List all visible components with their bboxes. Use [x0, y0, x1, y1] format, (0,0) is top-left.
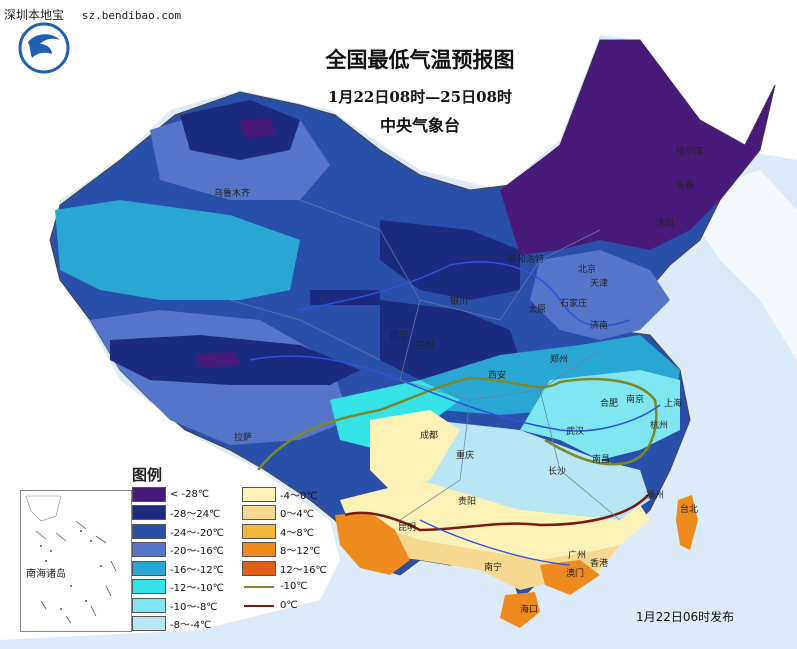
legend-item: -28～24℃	[132, 505, 220, 521]
legend-label: -8～-4℃	[170, 620, 212, 631]
legend-item: < -28℃	[132, 486, 209, 502]
legend-line-swatch	[242, 598, 276, 613]
inset-label: 南海诸岛	[26, 569, 66, 580]
city-label: 西宁	[390, 331, 409, 341]
legend-label: -28～24℃	[170, 509, 221, 520]
legend-item: -12～-10℃	[132, 579, 224, 595]
legend-label: 12～16℃	[280, 564, 327, 576]
legend-color-swatch	[132, 560, 166, 576]
legend-item: 0～4℃	[242, 505, 314, 521]
city-label: 上海	[664, 399, 683, 409]
city-label: 银川	[450, 297, 469, 307]
city-label: 贵阳	[458, 497, 477, 507]
legend-color-swatch	[242, 523, 276, 539]
watermark-site-name: 深圳本地宝	[4, 8, 65, 22]
city-label: 长沙	[548, 467, 567, 477]
city-label: 武汉	[566, 427, 585, 437]
legend-label: -10℃	[280, 581, 308, 592]
city-label: 重庆	[456, 451, 475, 461]
legend-color-swatch	[132, 542, 166, 557]
city-label: 拉萨	[234, 433, 253, 443]
city-label: 澳门	[566, 569, 585, 579]
city-label: 南京	[626, 395, 645, 405]
legend-label: -4～0℃	[280, 490, 318, 502]
legend-item: 0℃	[242, 597, 298, 613]
legend-label: -16～-12℃	[170, 564, 224, 576]
south-china-sea-inset	[20, 490, 132, 632]
city-label: 天津	[590, 279, 609, 289]
legend-color-swatch	[242, 560, 276, 576]
city-label: 太原	[528, 305, 547, 315]
legend-item: -8～-4℃	[132, 616, 211, 632]
city-label: 海口	[520, 605, 539, 615]
legend-label: -24～-20℃	[170, 527, 224, 539]
watermark: 深圳本地宝 sz.bendibao.com	[4, 6, 181, 23]
city-label: 南昌	[592, 455, 611, 465]
legend-color-swatch	[132, 523, 166, 539]
legend-color-swatch	[242, 505, 276, 520]
city-label: 西安	[488, 371, 507, 381]
legend-label: 0～4℃	[280, 509, 314, 520]
legend-color-swatch	[132, 616, 166, 631]
legend-label: -10～-8℃	[170, 601, 218, 613]
legend-color-swatch	[132, 597, 166, 613]
city-label: 北京	[578, 265, 597, 275]
city-label: 济南	[590, 321, 609, 331]
watermark-url: sz.bendibao.com	[81, 9, 182, 22]
legend-color-swatch	[242, 486, 276, 502]
legend-label: 0℃	[280, 599, 298, 611]
legend-color-swatch	[242, 542, 276, 557]
city-label: 广州	[568, 551, 587, 561]
legend-item: 12～16℃	[242, 560, 327, 576]
release-note: 1月22日06时发布	[636, 610, 735, 624]
legend-item: 8～12℃	[242, 542, 320, 558]
city-label: 沈阳	[656, 219, 675, 229]
city-label: 哈尔滨	[676, 147, 704, 157]
legend-color-swatch	[132, 505, 166, 520]
legend-item: -4～0℃	[242, 486, 318, 502]
city-label: 合肥	[600, 399, 619, 409]
map-title: 全国最低气温预报图	[325, 47, 515, 72]
legend-color-swatch	[132, 486, 166, 502]
city-label: 呼和浩特	[508, 255, 545, 265]
legend-title: 图例	[132, 466, 163, 484]
city-label: 长春	[676, 181, 695, 191]
legend-color-swatch	[132, 579, 166, 594]
legend-label: < -28℃	[170, 488, 210, 500]
city-label: 石家庄	[560, 299, 588, 309]
cma-logo	[16, 22, 72, 78]
city-label: 南宁	[484, 563, 503, 573]
city-label: 兰州	[416, 341, 435, 351]
city-label: 台北	[680, 505, 699, 515]
city-label: 乌鲁木齐	[214, 189, 251, 199]
legend-line-swatch	[242, 579, 276, 594]
city-label: 香港	[590, 559, 609, 569]
legend-item: -16～-12℃	[132, 560, 224, 576]
legend-label: 4～8℃	[280, 527, 314, 539]
legend-label: 8～12℃	[280, 546, 321, 557]
city-label: 昆明	[398, 523, 417, 533]
legend-item: -20～-16℃	[132, 542, 224, 558]
city-label: 福州	[646, 491, 665, 501]
forecast-period: 1月22日08时—25日08时	[328, 88, 512, 106]
city-label: 郑州	[550, 355, 569, 365]
city-label: 成都	[420, 431, 439, 441]
city-label: 杭州	[650, 421, 669, 431]
legend-item: -10～-8℃	[132, 597, 218, 613]
legend-label: -12～-10℃	[170, 583, 224, 594]
legend-item: -10℃	[242, 579, 308, 595]
legend-label: -20～-16℃	[170, 546, 224, 557]
legend-item: -24～-20℃	[132, 523, 224, 539]
legend-item: 4～8℃	[242, 523, 314, 539]
issuing-agency: 中央气象台	[379, 116, 460, 135]
